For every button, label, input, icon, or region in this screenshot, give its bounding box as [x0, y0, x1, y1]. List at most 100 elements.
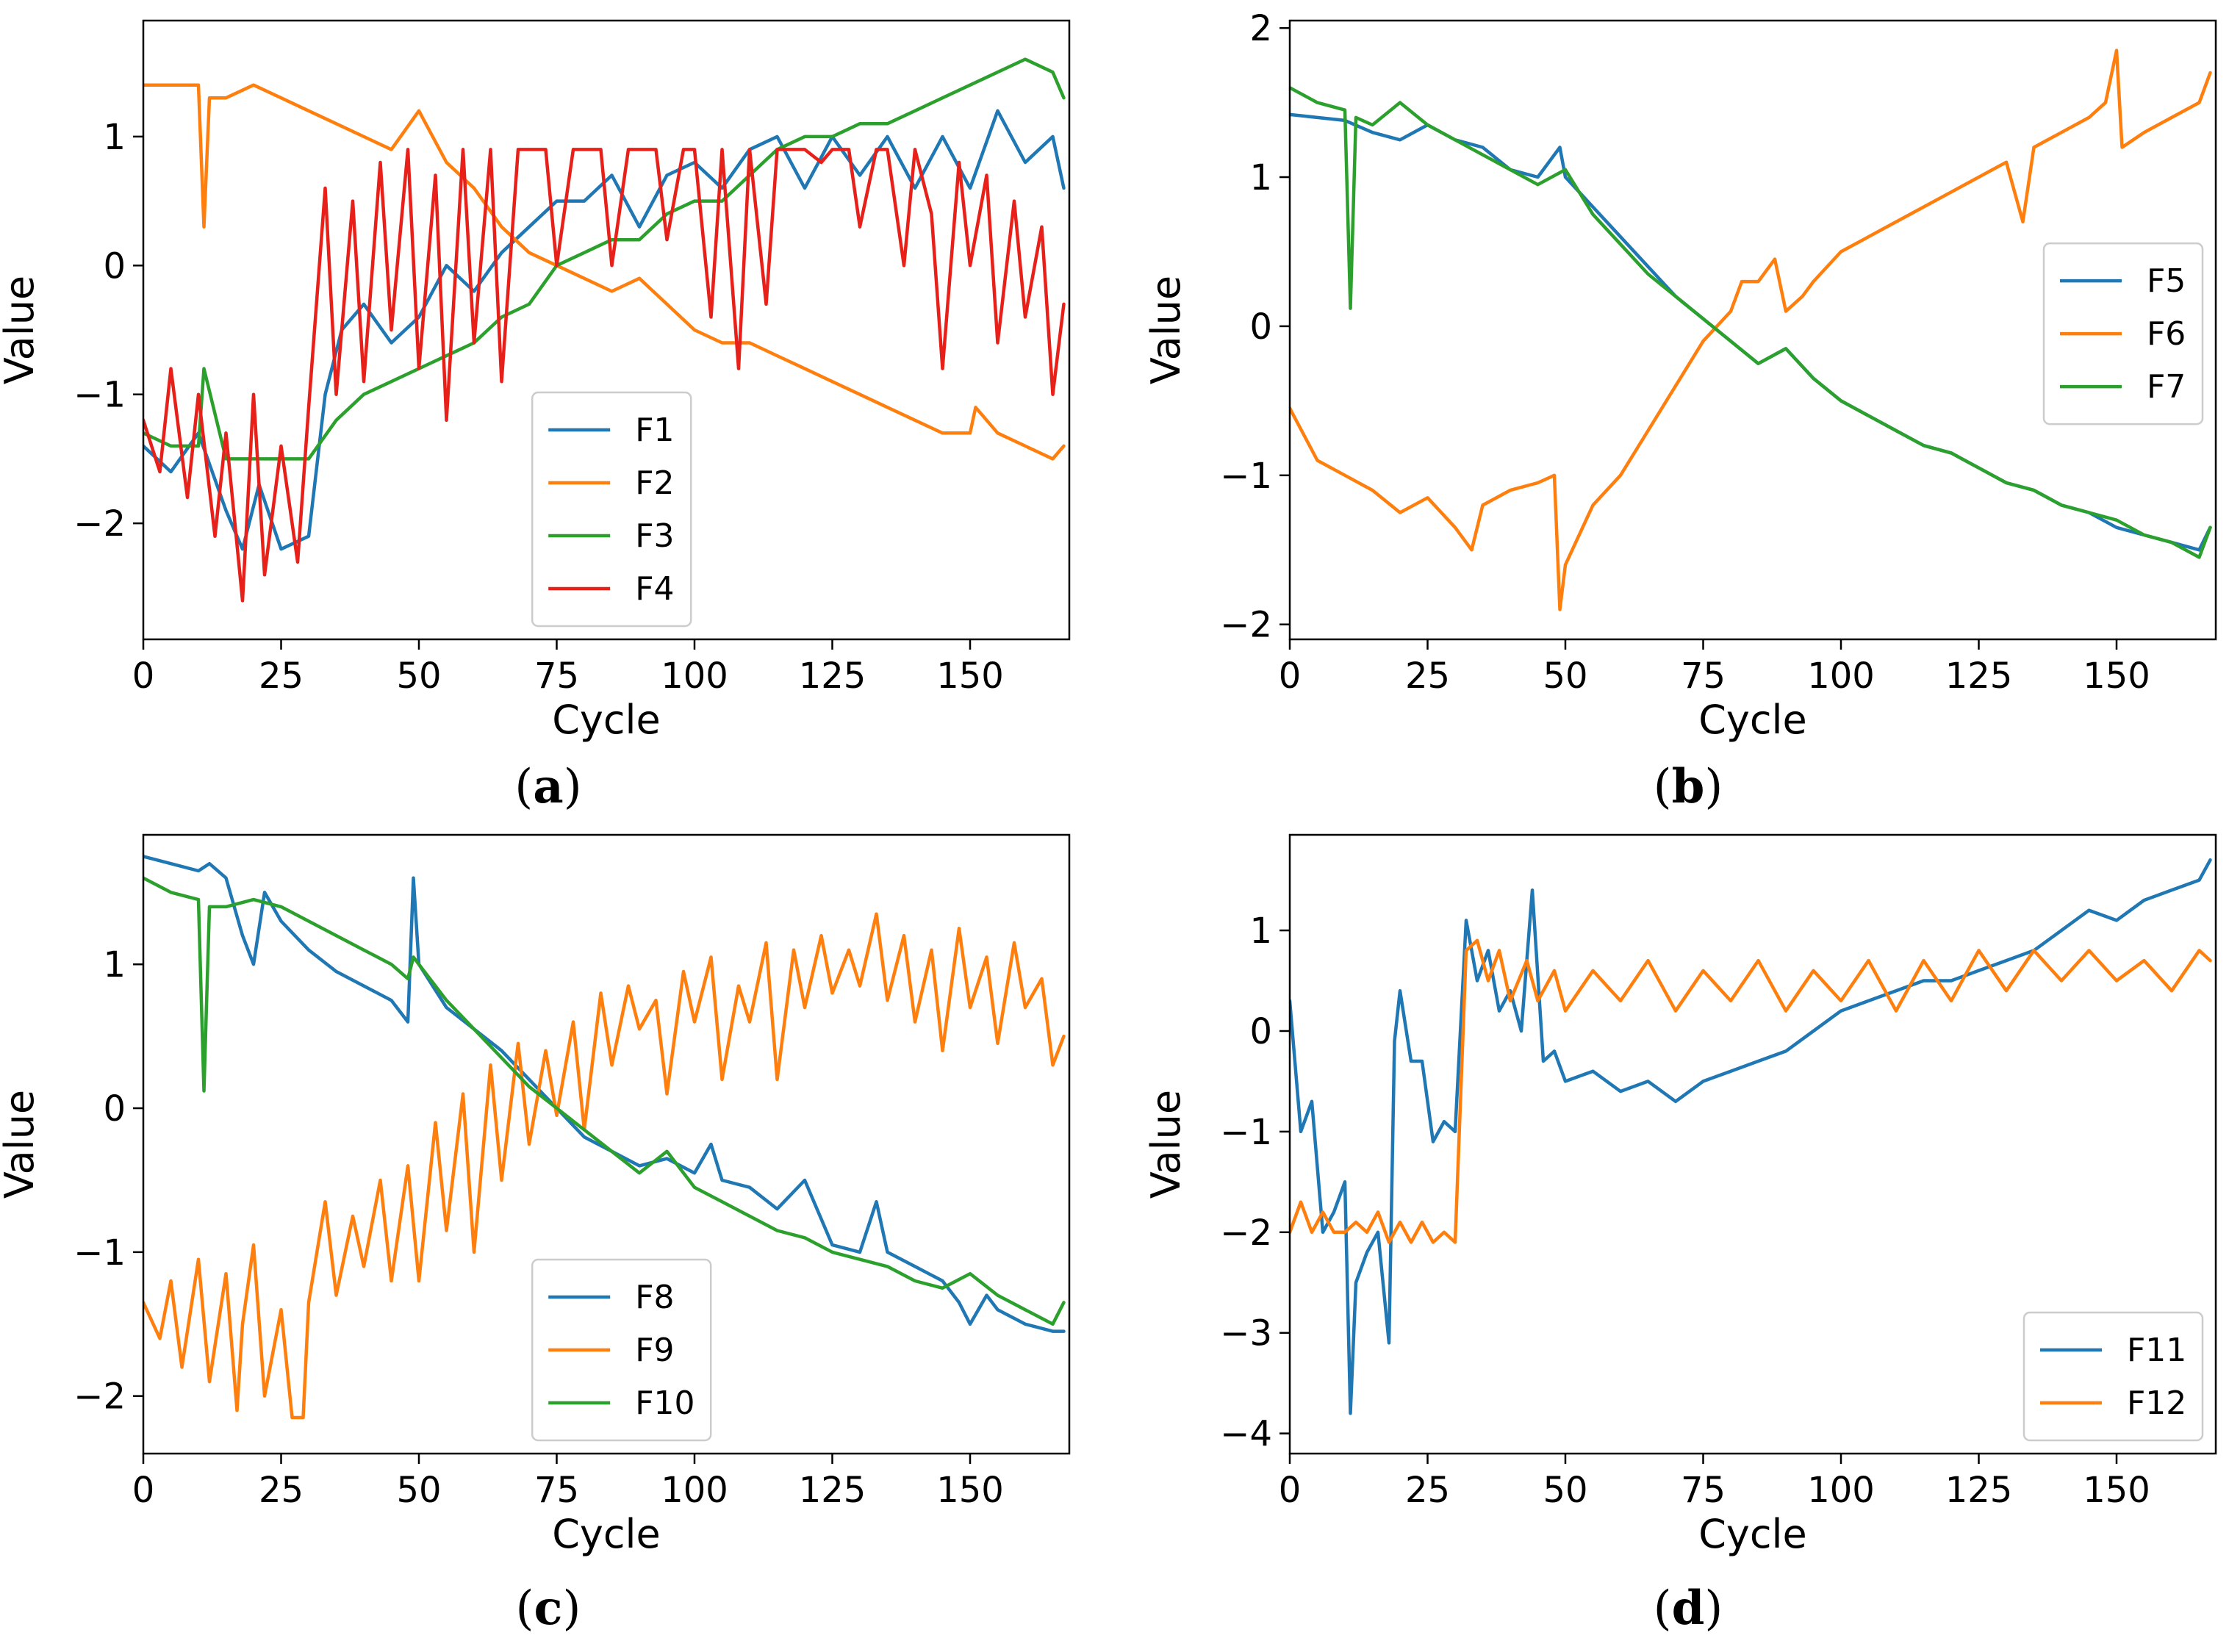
y-tick-label: 2: [1249, 8, 1272, 49]
x-tick-label: 50: [1543, 656, 1587, 697]
axes-frame: [142, 833, 1071, 1455]
legend: F1 F2 F3 F4: [531, 391, 692, 628]
x-tick-label: 25: [259, 656, 304, 697]
axes-frame: [1288, 19, 2217, 641]
x-tick-label: 0: [132, 656, 155, 697]
legend-label-f12: F12: [2127, 1385, 2186, 1422]
series-line-f1: [143, 109, 1066, 551]
x-tick-label: 50: [396, 656, 441, 697]
y-tick-label: 1: [1249, 911, 1272, 952]
x-tick-label: 125: [1945, 1470, 2013, 1511]
y-tick-label: −2: [1220, 1213, 1272, 1254]
y-axis-title: Value: [0, 276, 43, 384]
series-line-f4: [143, 148, 1066, 603]
x-tick-label: 100: [1807, 656, 1875, 697]
x-tick-label: 125: [799, 656, 866, 697]
y-axis-title: Value: [0, 1090, 43, 1199]
x-tick-label: 150: [936, 656, 1004, 697]
y-tick-label: 1: [1249, 157, 1272, 198]
legend-box: [531, 391, 692, 628]
x-tick-label: 50: [396, 1470, 441, 1511]
y-tick-label: −1: [1220, 456, 1272, 497]
series-group: [1290, 49, 2212, 611]
x-tick-label: 0: [132, 1470, 155, 1511]
panel-d: 0 25 50 75 100 125 150 −4 −3 −2 −1 0 1 Cycle Value F11 F…: [1143, 833, 2217, 1557]
legend-box: [531, 1258, 712, 1442]
x-tick-label: 75: [1681, 1470, 1726, 1511]
x-tick-label: 150: [936, 1470, 1004, 1511]
series-line-f3: [143, 57, 1066, 461]
y-tick-label: −1: [73, 375, 126, 416]
legend: F8 F9 F10: [531, 1258, 712, 1442]
x-tick-label: 75: [1681, 656, 1726, 697]
y-axis-title: Value: [1143, 1090, 1189, 1199]
legend-box: [2022, 1311, 2204, 1442]
x-tick-label: 25: [1405, 1470, 1450, 1511]
legend-label-f8: F8: [635, 1279, 674, 1316]
y-tick-label: −1: [73, 1232, 126, 1274]
x-axis-title: Cycle: [552, 1511, 661, 1557]
legend-label-f11: F11: [2127, 1332, 2186, 1369]
y-tick-label: −2: [1220, 605, 1272, 646]
y-tick-label: −1: [1220, 1112, 1272, 1153]
legend-label-f5: F5: [2147, 262, 2186, 300]
series-line-f12: [1290, 938, 2212, 1244]
legend: F5 F6 F7: [2042, 242, 2204, 425]
legend-box: [2042, 242, 2204, 425]
y-tick-label: 0: [1249, 1011, 1272, 1052]
legend-label-f6: F6: [2147, 315, 2186, 353]
panel-a: 0 25 50 75 100 125 150 −2 −1 0 1 Cycle Value F1 F2 F3 F4: [0, 19, 1071, 743]
y-tick-label: 0: [103, 1088, 126, 1130]
y-axis-title: Value: [1143, 276, 1189, 384]
x-tick-label: 25: [1405, 656, 1450, 697]
series-group: [143, 57, 1066, 603]
series-group: [143, 855, 1066, 1420]
series-line-f6: [1290, 49, 2212, 611]
y-tick-label: 0: [103, 245, 126, 287]
x-tick-label: 100: [1807, 1470, 1875, 1511]
x-tick-label: 25: [259, 1470, 304, 1511]
panel-b: 0 25 50 75 100 125 150 −2 −1 0 1 2 Cycle Value F5 F6 F7: [1143, 8, 2217, 743]
series-line-f9: [143, 912, 1066, 1420]
legend-label-f1: F1: [635, 412, 674, 449]
legend-label-f2: F2: [635, 464, 674, 502]
y-tick-label: −4: [1220, 1414, 1272, 1455]
legend-label-f9: F9: [635, 1332, 674, 1369]
panel-label-d: (d): [1654, 1581, 1723, 1636]
panel-c: 0 25 50 75 100 125 150 −2 −1 0 1 Cycle Value F8 F9 F10: [0, 833, 1071, 1557]
x-tick-label: 0: [1279, 1470, 1302, 1511]
x-tick-label: 125: [799, 1470, 866, 1511]
series-line-f8: [143, 855, 1066, 1333]
y-tick-label: −2: [73, 1376, 126, 1418]
x-axis-title: Cycle: [1698, 1511, 1807, 1557]
panel-label-c: (c): [516, 1581, 581, 1636]
panel-label-b: (b): [1654, 759, 1723, 814]
series-line-f2: [143, 83, 1066, 461]
axes-frame: [142, 19, 1071, 641]
x-tick-label: 100: [661, 1470, 728, 1511]
x-tick-label: 150: [2083, 1470, 2150, 1511]
x-tick-label: 125: [1945, 656, 2013, 697]
x-tick-label: 0: [1279, 656, 1302, 697]
series-group: [1290, 858, 2212, 1415]
series-line-f11: [1290, 858, 2212, 1415]
series-line-f7: [1290, 86, 2212, 559]
x-tick-label: 150: [2083, 656, 2150, 697]
y-tick-label: 1: [103, 944, 126, 985]
x-tick-label: 100: [661, 656, 728, 697]
y-tick-label: 1: [103, 117, 126, 158]
x-axis-title: Cycle: [1698, 697, 1807, 743]
y-tick-label: −3: [1220, 1313, 1272, 1354]
series-line-f10: [143, 876, 1066, 1326]
y-tick-label: 0: [1249, 306, 1272, 348]
x-axis-title: Cycle: [552, 697, 661, 743]
y-tick-label: −2: [73, 503, 126, 545]
legend-label-f4: F4: [635, 570, 674, 608]
axes-frame: [1288, 833, 2217, 1455]
x-tick-label: 75: [534, 1470, 579, 1511]
panel-label-a: (a): [514, 759, 581, 814]
x-tick-label: 50: [1543, 1470, 1587, 1511]
legend-label-f3: F3: [635, 517, 674, 555]
x-tick-label: 75: [534, 656, 579, 697]
